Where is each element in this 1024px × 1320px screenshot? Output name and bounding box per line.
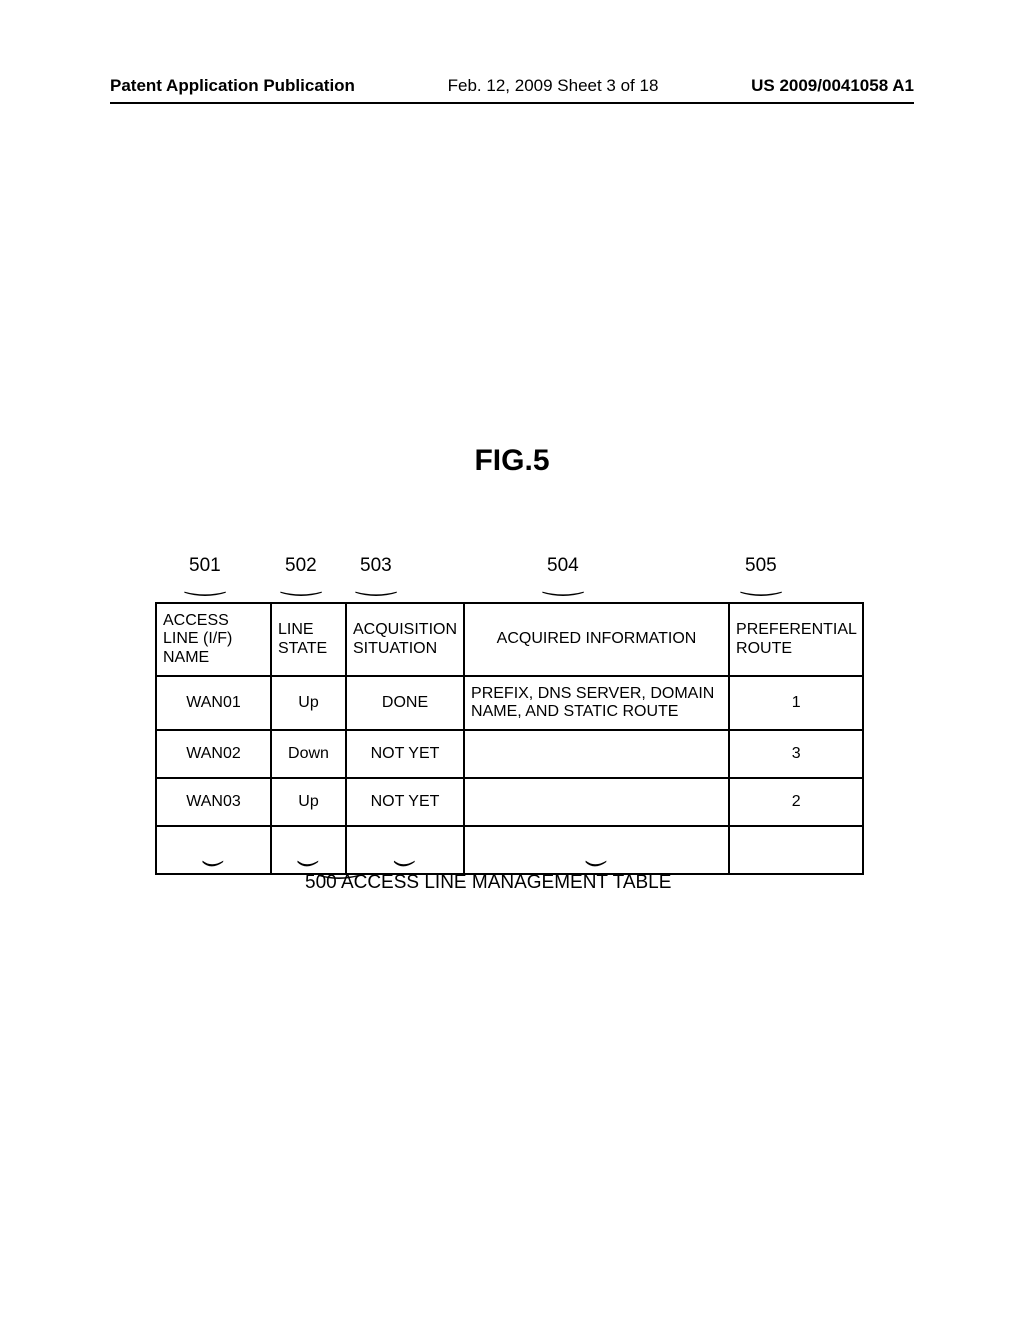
cell-acquired-information [464,778,729,826]
table-row-ellipsis: ⏝ ⏝ ⏝ ⏝ [156,826,863,874]
th-preferential-route: PREFERENTIAL ROUTE [729,603,863,676]
col-label-504: 504 ⏝ [547,555,579,590]
brace-icon: ⏝ [726,578,796,590]
page-header: Patent Application Publication Feb. 12, … [0,76,1024,102]
brace-icon: ⏝ [528,578,598,590]
header-left: Patent Application Publication [110,76,355,96]
access-line-management-table: ACCESS LINE (I/F) NAME LINE STATE ACQUIS… [155,602,864,875]
cell-acquired-information [464,730,729,778]
cell-ellipsis: ⏝ [464,826,729,874]
cell-line-state: Down [271,730,346,778]
brace-icon: ⏝ [170,578,240,590]
table-row: WAN01 Up DONE PREFIX, DNS SERVER, DOMAIN… [156,676,863,730]
cell-acquisition-situation: NOT YET [346,730,464,778]
col-label-505: 505 ⏝ [745,555,777,590]
figure-caption-num: 500 [305,872,337,893]
cell-acquisition-situation: NOT YET [346,778,464,826]
figure-label: FIG.5 [0,444,1024,478]
th-acquisition-situation: ACQUISITION SITUATION [346,603,464,676]
brace-icon: ⏝ [341,578,411,590]
cell-acquisition-situation: DONE [346,676,464,730]
th-access-line-name: ACCESS LINE (I/F) NAME [156,603,271,676]
cell-preferential-route: 1 [729,676,863,730]
cell-acquired-information: PREFIX, DNS SERVER, DOMAIN NAME, AND STA… [464,676,729,730]
col-label-502: 502 ⏝ [285,555,317,590]
figure-caption: 500 ACCESS LINE MANAGEMENT TABLE [305,872,671,894]
cell-ellipsis: ⏝ [346,826,464,874]
cell-preferential-route: 2 [729,778,863,826]
cell-line-state: Up [271,778,346,826]
header-right: US 2009/0041058 A1 [751,76,914,96]
brace-icon: ⏝ [266,578,336,590]
cell-line-state: Up [271,676,346,730]
th-line-state: LINE STATE [271,603,346,676]
cell-preferential-route: 3 [729,730,863,778]
header-center: Feb. 12, 2009 Sheet 3 of 18 [448,76,659,96]
table-header-row: ACCESS LINE (I/F) NAME LINE STATE ACQUIS… [156,603,863,676]
cell-access-line-name: WAN03 [156,778,271,826]
cell-ellipsis [729,826,863,874]
header-rule [110,102,914,104]
table-row: WAN03 Up NOT YET 2 [156,778,863,826]
cell-ellipsis: ⏝ [156,826,271,874]
cell-access-line-name: WAN01 [156,676,271,730]
cell-access-line-name: WAN02 [156,730,271,778]
col-label-501: 501 ⏝ [189,555,221,590]
col-label-503: 503 ⏝ [360,555,392,590]
table-row: WAN02 Down NOT YET 3 [156,730,863,778]
th-acquired-information: ACQUIRED INFORMATION [464,603,729,676]
figure-caption-text: ACCESS LINE MANAGEMENT TABLE [341,872,671,893]
